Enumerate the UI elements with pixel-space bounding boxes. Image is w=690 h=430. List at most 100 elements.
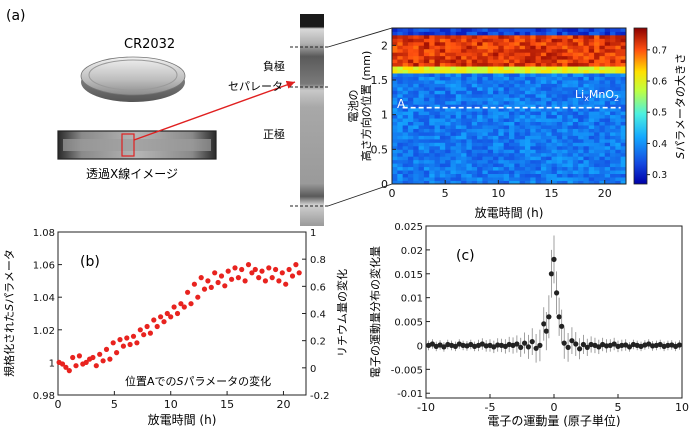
- heatmap-cell: [551, 90, 558, 95]
- heatmap-cell: [524, 138, 531, 143]
- heatmap-cell: [407, 55, 414, 60]
- heatmap-cell: [407, 28, 414, 32]
- heatmap-cell: [397, 104, 404, 109]
- heatmap-cell: [578, 66, 584, 70]
- heatmap-cell: [620, 173, 627, 178]
- heatmap-cell: [418, 31, 425, 36]
- heatmap-cell: [583, 93, 590, 98]
- heatmap-cell: [434, 90, 441, 95]
- heatmap-cell: [594, 173, 600, 178]
- heatmap-cell: [413, 166, 419, 171]
- heatmap-cell: [493, 48, 499, 53]
- chart-c-point: [650, 343, 656, 349]
- heatmap-cell: [423, 83, 430, 88]
- heatmap-cell: [434, 125, 441, 129]
- heatmap-cell: [466, 163, 473, 168]
- heatmap-cell: [604, 73, 611, 77]
- heatmap-cell: [471, 121, 478, 126]
- chart-b-point: [185, 289, 191, 295]
- heatmap-cell: [556, 62, 563, 67]
- heatmap-cell: [599, 34, 606, 39]
- heatmap-cell: [514, 163, 521, 168]
- heatmap-cell: [434, 69, 441, 74]
- heatmap-cell: [546, 128, 552, 133]
- heatmap-cell: [487, 28, 494, 32]
- heatmap-cell: [423, 76, 430, 81]
- heatmap-cell: [514, 45, 521, 50]
- heatmap-cell: [455, 34, 462, 39]
- heatmap-cell: [402, 38, 409, 43]
- heatmap-cell: [461, 48, 467, 53]
- heatmap-cell: [471, 177, 478, 181]
- heatmap-cell: [439, 107, 446, 112]
- heatmap-cell: [402, 156, 409, 161]
- heatmap-cell: [530, 76, 536, 81]
- heatmap-cell: [610, 97, 616, 102]
- heatmap-cell: [572, 180, 579, 185]
- heatmap-cell: [578, 59, 584, 64]
- heatmap-cell: [551, 28, 558, 32]
- heatmap-cell: [524, 34, 531, 39]
- chart-c-point: [441, 344, 447, 350]
- chart-b-point: [93, 363, 99, 369]
- heatmap-cell: [477, 93, 483, 98]
- heatmap-cell: [594, 69, 600, 74]
- heatmap-cell: [514, 166, 521, 171]
- heatmap-cell: [498, 55, 505, 60]
- heatmap-cell: [509, 62, 515, 67]
- heatmap-cell: [610, 138, 616, 143]
- heatmap-cell: [546, 55, 552, 60]
- heatmap-cell: [487, 93, 494, 98]
- heatmap-cell: [620, 111, 627, 116]
- heatmap-cell: [514, 100, 521, 105]
- chart-b-point: [174, 310, 181, 317]
- heatmap-cell: [530, 125, 536, 129]
- chart-b-point: [161, 319, 167, 325]
- heatmap-cell: [610, 104, 616, 109]
- heatmap-cell: [418, 152, 425, 157]
- heatmap-cell: [572, 97, 579, 102]
- heatmap-cell: [487, 38, 494, 43]
- heatmap-cell: [445, 55, 451, 60]
- heatmap-cell: [546, 80, 552, 84]
- heatmap-cell: [615, 76, 622, 81]
- heatmap-cell: [413, 90, 419, 95]
- heatmap-cell: [572, 114, 579, 119]
- heatmap-cell: [599, 114, 606, 119]
- heatmap-cell: [556, 128, 563, 133]
- heatmap-cell: [604, 48, 611, 53]
- heatmap-cell: [434, 76, 441, 81]
- chart-b-point: [235, 275, 241, 281]
- heatmap-cell: [578, 152, 584, 157]
- heatmap-cell: [594, 142, 600, 147]
- chart-b-point: [171, 304, 177, 310]
- chart-b-point: [66, 368, 72, 374]
- heatmap-cell: [407, 118, 414, 122]
- heatmap-cell: [588, 107, 595, 112]
- heatmap-cell: [583, 180, 590, 185]
- heatmap-cell: [540, 104, 547, 109]
- heatmap-cell: [493, 45, 499, 50]
- heatmap-cell: [514, 86, 521, 91]
- heatmap-cell: [562, 118, 568, 122]
- heatmap-cell: [530, 100, 536, 105]
- heatmap-cell: [567, 83, 574, 88]
- heatmap-cell: [530, 69, 536, 74]
- heatmap-cell: [540, 80, 547, 84]
- heatmap-cell: [572, 45, 579, 50]
- heatmap-cell: [392, 114, 398, 119]
- heatmap-cell: [418, 170, 425, 174]
- heatmap-cell: [455, 142, 462, 147]
- heatmap-cell: [620, 128, 627, 133]
- heatmap-cell: [455, 100, 462, 105]
- heatmap-cell: [439, 170, 446, 174]
- heatmap-cell: [599, 135, 606, 140]
- heatmap-cell: [583, 107, 590, 112]
- heatmap-cell: [407, 152, 414, 157]
- heatmap-ytick-label: 1: [381, 109, 388, 122]
- heatmap-cell: [439, 125, 446, 129]
- colorbar-tick-label: 0.5: [652, 108, 667, 119]
- heatmap-cell: [482, 149, 489, 154]
- heatmap-xtick-label: 0: [389, 187, 396, 200]
- heatmap-cell: [572, 59, 579, 64]
